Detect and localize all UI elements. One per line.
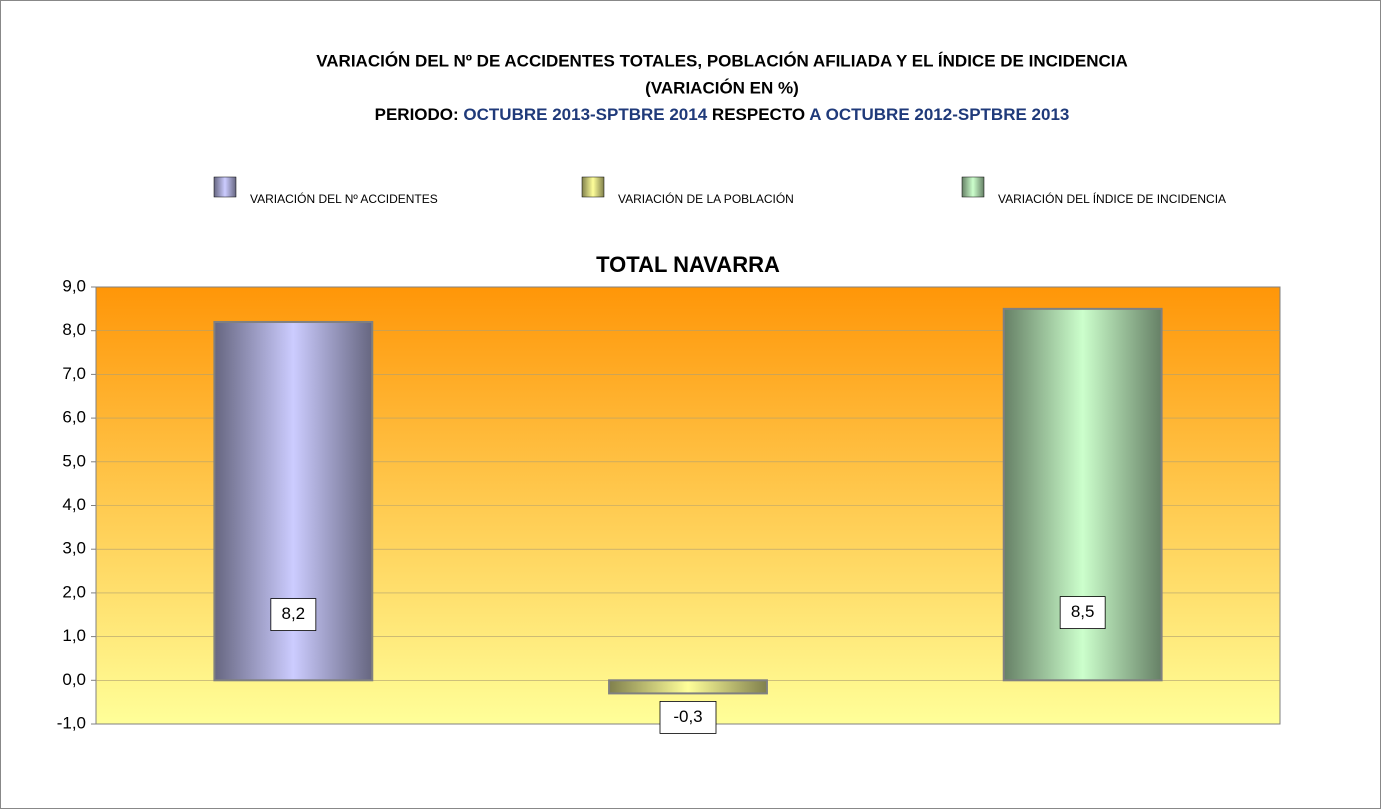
y-tick-label: -1,0 [57, 713, 86, 732]
data-label-box [270, 598, 317, 631]
data-label: 8,2 [282, 604, 306, 623]
data-label: -0,3 [673, 707, 702, 726]
legend-marker [213, 176, 237, 198]
subtitle-part: A OCTUBRE 2012-SPTBRE 2013 [809, 105, 1069, 124]
y-tick-label: 8,0 [62, 320, 86, 339]
legend-marker [961, 176, 985, 198]
legend-label: VARIACIÓN DEL ÍNDICE DE INCIDENCIA [998, 191, 1226, 206]
y-tick-label: 3,0 [62, 539, 86, 558]
y-tick-label: 6,0 [62, 408, 86, 427]
legend-marker [581, 176, 605, 198]
bar [608, 679, 768, 695]
y-tick-label: 2,0 [62, 582, 86, 601]
chart-title: TOTAL NAVARRA [596, 252, 780, 277]
legend-label: VARIACIÓN DEL Nº ACCIDENTES [250, 191, 438, 206]
subtitle: PERIODO: OCTUBRE 2013-SPTBRE 2014 RESPEC… [375, 105, 1070, 124]
y-tick-label: 0,0 [62, 670, 86, 689]
title-line: VARIACIÓN DEL Nº DE ACCIDENTES TOTALES, … [316, 51, 1128, 70]
data-label-box [1059, 596, 1106, 629]
title-line: (VARIACIÓN EN %) [645, 78, 799, 97]
legend-label: VARIACIÓN DE LA POBLACIÓN [618, 191, 794, 206]
y-tick-label: 1,0 [62, 626, 86, 645]
y-tick-label: 9,0 [62, 276, 86, 295]
data-label-box [659, 701, 717, 734]
subtitle-part: PERIODO: [375, 105, 459, 124]
y-tick-label: 4,0 [62, 495, 86, 514]
data-label: 8,5 [1071, 602, 1095, 621]
subtitle-part: RESPECTO [712, 105, 805, 124]
y-tick-label: 5,0 [62, 451, 86, 470]
subtitle-part: OCTUBRE 2013-SPTBRE 2014 [463, 105, 707, 124]
y-tick-label: 7,0 [62, 364, 86, 383]
